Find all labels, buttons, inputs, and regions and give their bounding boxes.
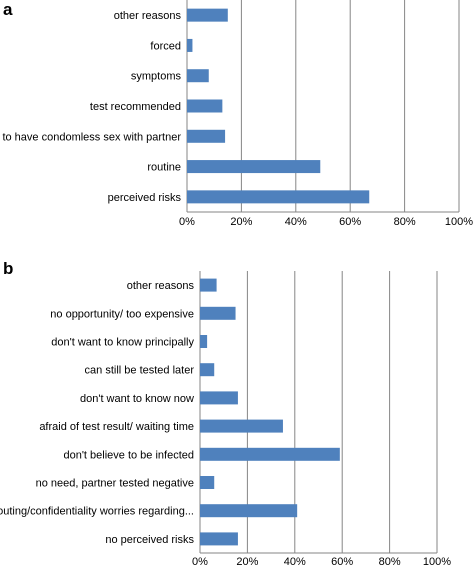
bar [187,8,228,22]
bar [200,306,236,320]
bar [187,160,321,174]
x-tick-label: 80% [394,216,416,228]
bar [200,391,238,405]
x-tick-label: 20% [230,216,252,228]
category-label: don't believe to be infected [63,449,194,461]
category-label: no perceived risks [105,534,194,546]
bar [200,447,340,461]
bar [200,532,238,546]
category-label: don't want to know principally [51,337,194,349]
category-label: afraid of test result/ waiting time [39,421,194,433]
x-tick-label: 40% [285,216,307,228]
chart-panel-a: a 0% 20% 40% 60% 80% 100% other reasons forced sy… [2,0,473,228]
category-label: routine [147,162,181,174]
panel-label-a: a [3,0,13,19]
bar [200,363,215,377]
category-label: no opportunity/ too expensive [50,308,194,320]
chart-panel-b: b 0% 20% 40% 60% 80% 100% other reasons no oppor… [0,259,451,568]
x-tick-label: 20% [236,556,258,568]
bar [187,69,209,83]
bar [187,190,370,204]
bar [200,419,283,433]
category-label: symptoms [131,71,182,83]
category-label: don't want to know now [80,393,194,405]
x-tick-label: 80% [379,556,401,568]
x-tick-label: 0% [179,216,195,228]
category-label: can still be tested later [85,365,195,377]
category-label: to have condomless sex with partner [2,131,181,143]
bar [187,38,193,52]
bar [200,335,208,348]
x-tick-label: 100% [423,556,451,568]
category-label: forced [150,40,181,52]
category-label: perceived risks [108,192,182,204]
bar [200,476,215,489]
category-label: test recommended [90,101,181,113]
bar [187,129,226,143]
category-label: other reasons [127,280,195,292]
x-tick-label: 100% [445,216,473,228]
category-label: other reasons [114,10,182,22]
category-label: no need, partner tested negative [36,478,194,490]
bar [200,504,298,518]
bar [200,278,217,292]
x-tick-label: 40% [284,556,306,568]
panel-label-b: b [3,259,13,278]
x-tick-label: 60% [339,216,361,228]
x-tick-label: 0% [192,556,208,568]
category-label: outing/confidentiality worries regarding… [0,506,194,518]
x-tick-label: 60% [331,556,353,568]
bar [187,99,223,113]
